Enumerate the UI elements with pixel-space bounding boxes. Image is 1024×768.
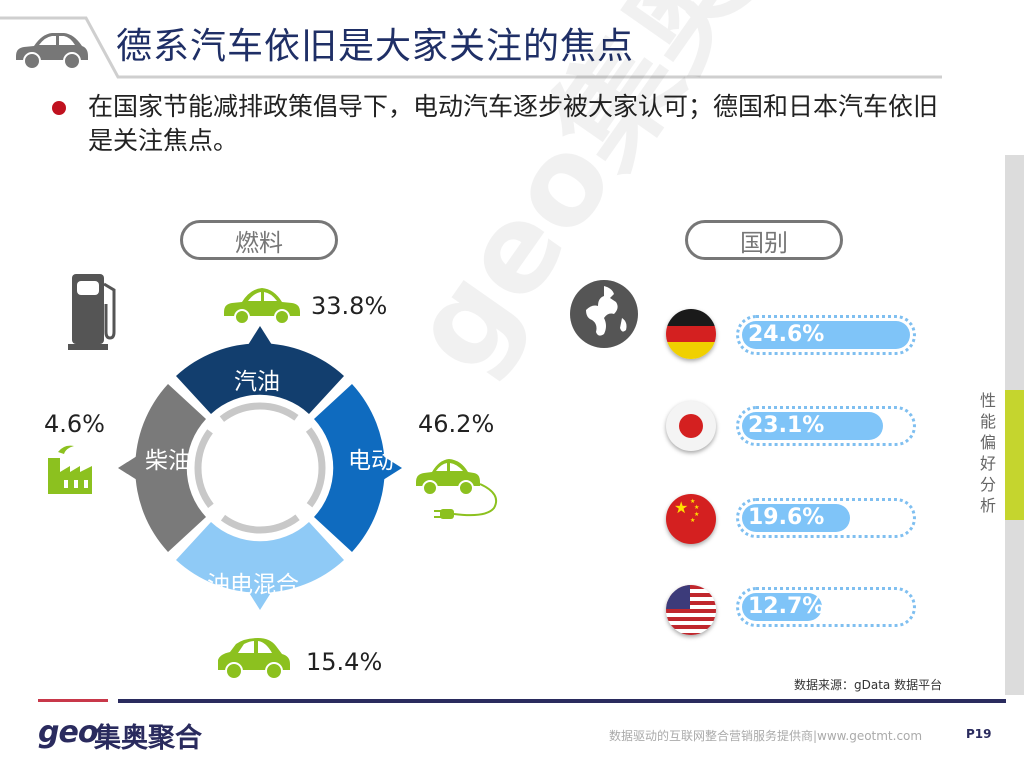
bar-fill-usa <box>742 593 822 621</box>
fuel-title-pill: 燃料 <box>180 220 338 260</box>
bar-value-usa: 12.7% <box>748 594 825 619</box>
globe-icon <box>568 278 640 354</box>
car-icon <box>222 284 302 330</box>
bullet-text: 在国家节能减排政策倡导下，电动汽车逐步被大家认可；德国和日本汽车依旧是关注焦点。 <box>88 92 939 155</box>
segment-gasoline <box>176 343 344 414</box>
compact-car-icon <box>214 636 294 684</box>
bar-china: 19.6% <box>736 498 916 538</box>
segment-electric <box>314 384 385 552</box>
side-tab-active[interactable] <box>1005 390 1024 520</box>
hybrid-value: 15.4% <box>306 648 383 676</box>
bar-value-japan: 23.1% <box>748 413 825 438</box>
usa-flag-icon <box>666 585 716 635</box>
japan-flag-icon <box>666 401 716 451</box>
country-title-pill: 国别 <box>685 220 843 260</box>
segment-label-electric: 电动 <box>348 448 394 474</box>
fuel-pump-icon <box>68 274 124 356</box>
page-title: 德系汽车依旧是大家关注的焦点 <box>116 26 635 67</box>
china-flag-icon: ★ ★ ★ ★ ★ <box>666 494 716 544</box>
country-title: 国别 <box>740 228 788 257</box>
logo-geo: geo <box>38 715 98 750</box>
data-source: 数据来源：gData 数据平台 <box>794 678 943 692</box>
germany-flag-icon <box>666 309 716 359</box>
segment-hybrid <box>176 522 344 593</box>
segment-label-gasoline: 汽油 <box>234 369 280 395</box>
fuel-title: 燃料 <box>235 228 283 257</box>
bullet-icon <box>52 101 66 115</box>
bar-japan: 23.1% <box>736 406 916 446</box>
fuel-donut-chart <box>118 326 402 610</box>
bar-value-china: 19.6% <box>748 505 825 530</box>
factory-icon <box>44 444 96 500</box>
electric-car-icon <box>414 454 504 528</box>
bar-fill-germany <box>742 321 910 349</box>
header-frame <box>0 16 942 79</box>
bar-fill-china <box>742 504 850 532</box>
segment-label-diesel: 柴油 <box>145 448 191 474</box>
diesel-value: 4.6% <box>44 410 105 438</box>
bar-value-germany: 24.6% <box>748 322 825 347</box>
segment-label-hybrid: 油电混合 <box>207 572 299 598</box>
footer-divider-navy <box>118 699 1006 703</box>
bar-fill-japan <box>742 412 883 440</box>
bar-germany: 24.6% <box>736 315 916 355</box>
side-tab-label: 性能偏好分析 <box>979 391 996 515</box>
car-icon <box>12 26 90 76</box>
footer-divider-red <box>38 699 108 702</box>
bar-usa: 12.7% <box>736 587 916 627</box>
page-number: P19 <box>966 727 992 741</box>
footer-slogan: 数据驱动的互联网整合营销服务提供商|www.geotmt.com <box>609 729 923 743</box>
segment-diesel <box>135 384 206 552</box>
logo-company-name: 集奥聚合 <box>94 723 202 754</box>
gasoline-value: 33.8% <box>311 292 388 320</box>
electric-value: 46.2% <box>418 410 495 438</box>
